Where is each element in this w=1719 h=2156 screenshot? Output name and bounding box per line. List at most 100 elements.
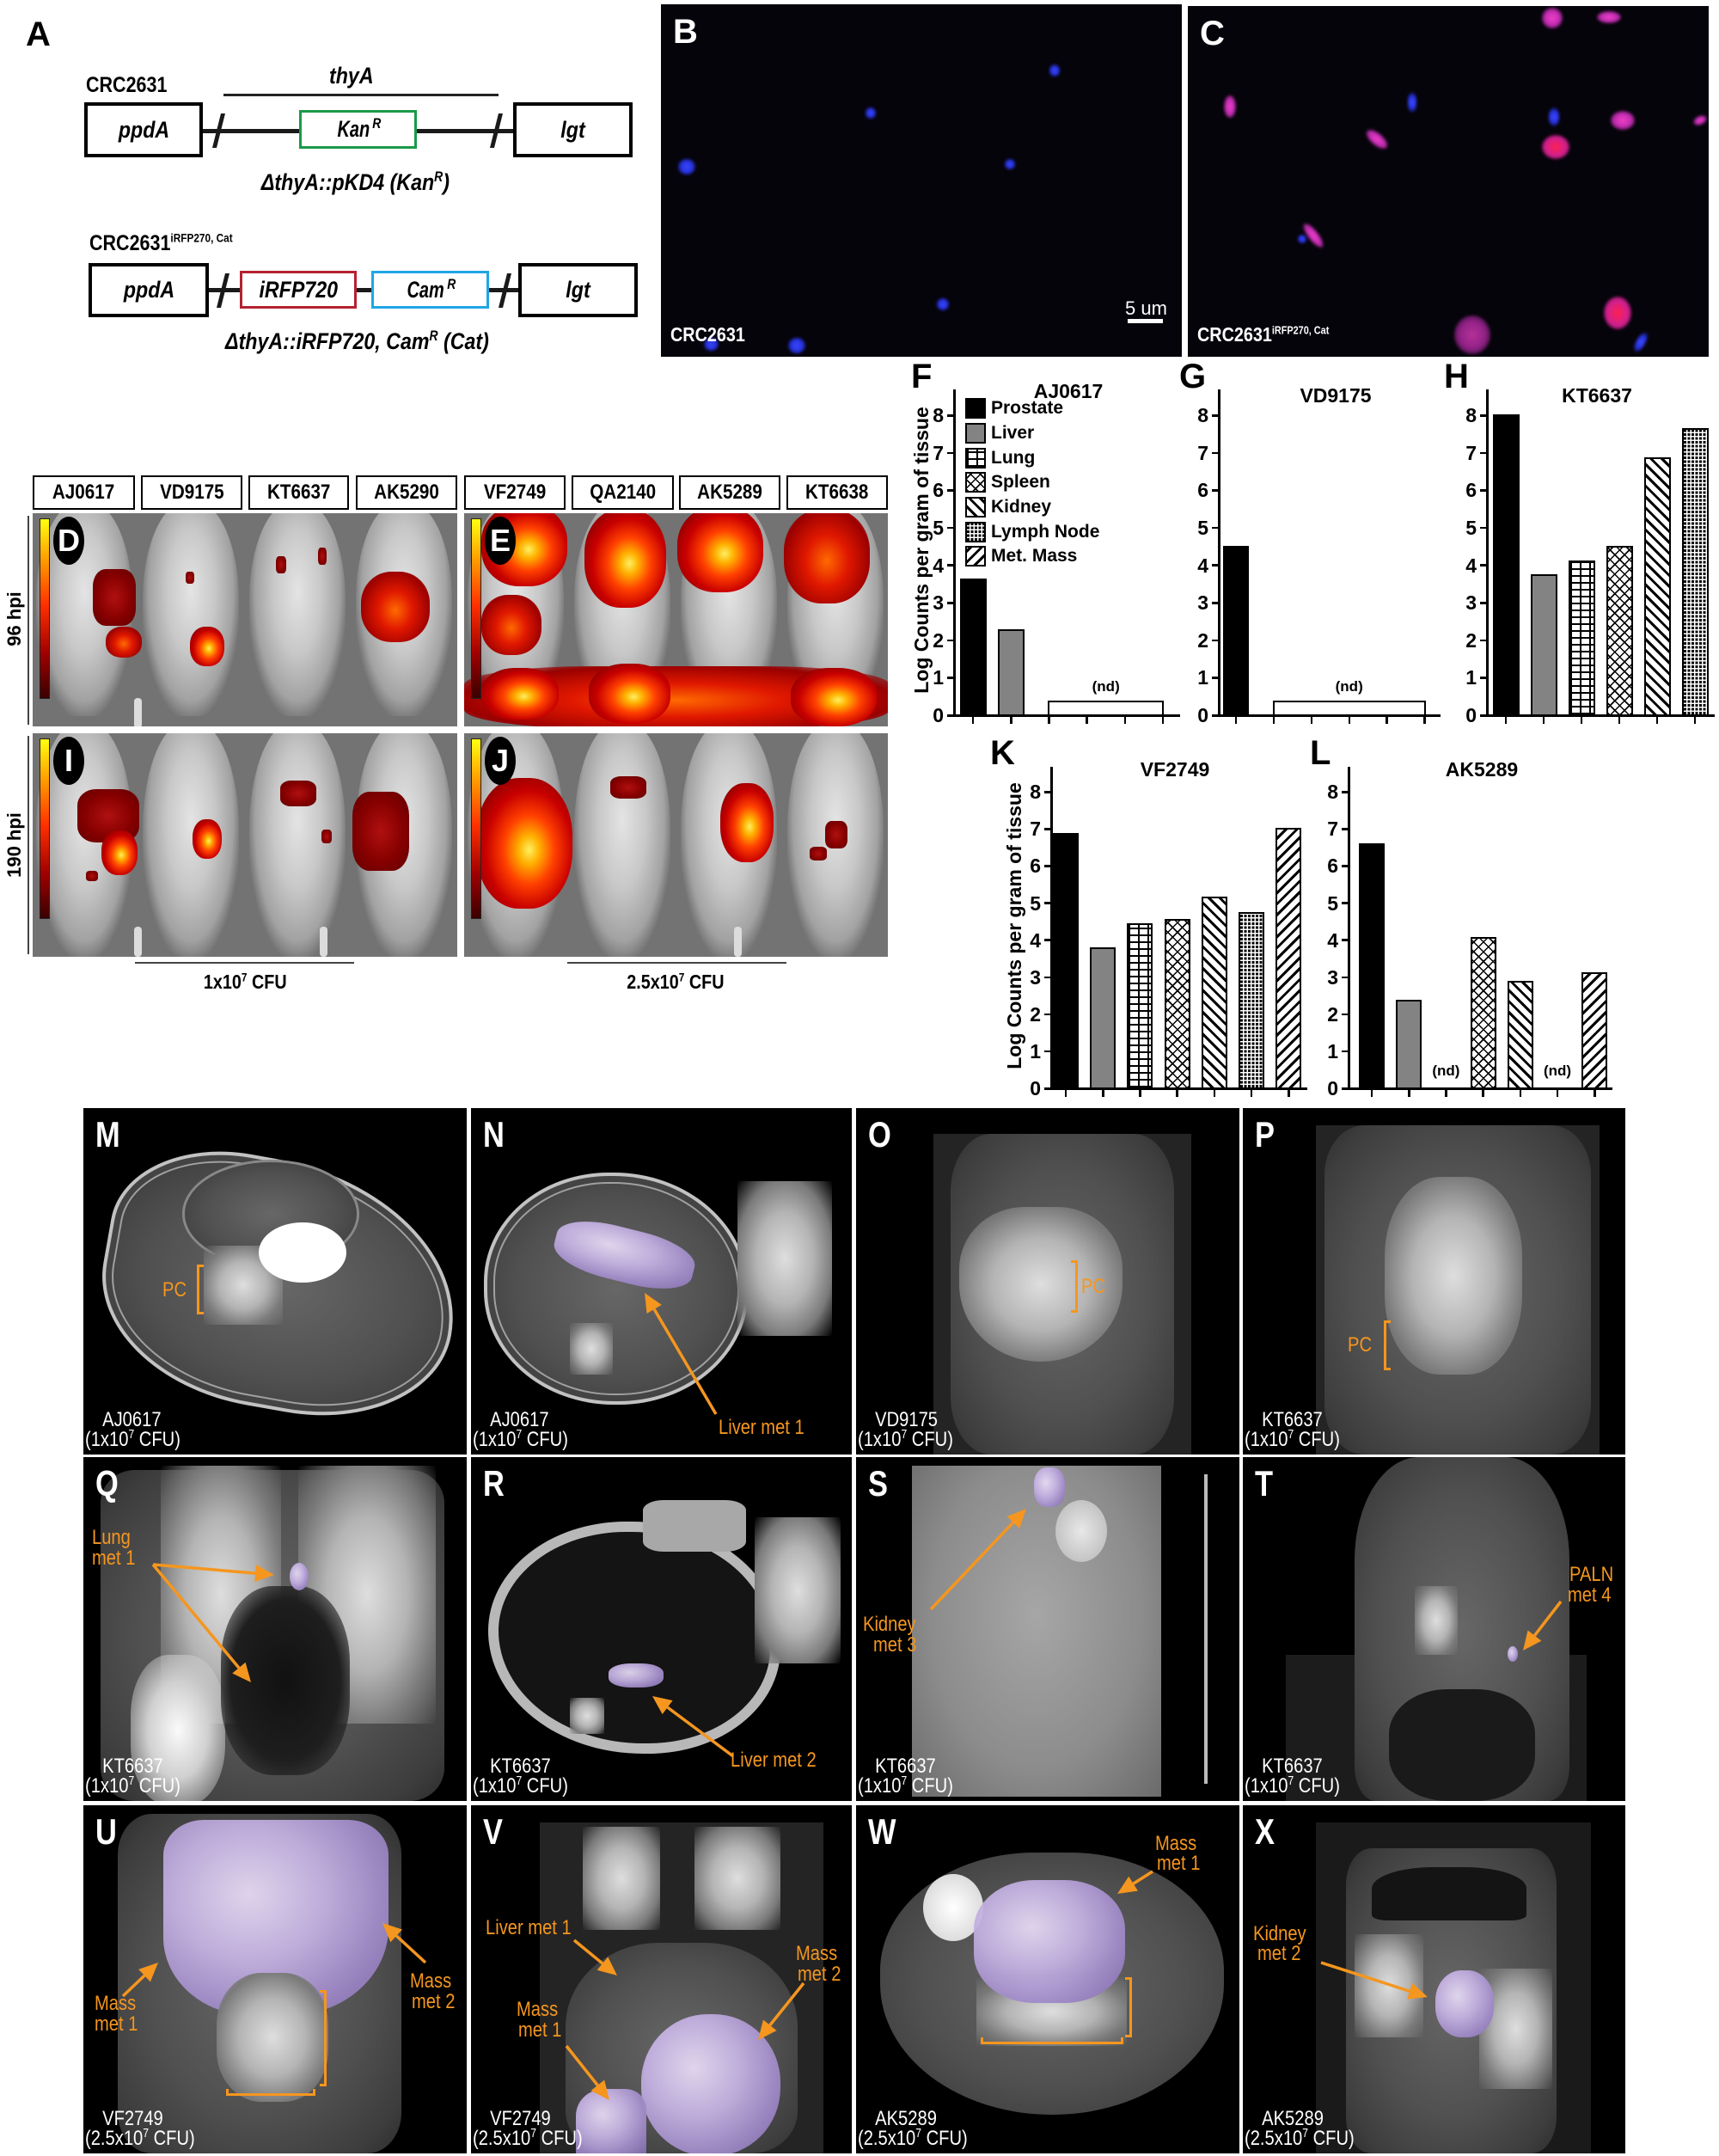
bacterium [1597, 11, 1621, 23]
signal-blob [318, 548, 327, 565]
annotation-label: Kidney [1253, 1922, 1306, 1945]
bacterium [1408, 92, 1416, 113]
chart-title: VD9175 [1300, 384, 1372, 407]
y-tick [1342, 1013, 1349, 1016]
gene-box-lgt: lgt [513, 102, 633, 157]
x-tick [1423, 715, 1426, 724]
mouse-label: QA2140 [572, 475, 674, 510]
annotation-bracket [1125, 1977, 1132, 2037]
y-axis [1485, 389, 1489, 717]
panel-label-j: J [485, 737, 516, 785]
signal-blob [101, 830, 138, 875]
x-tick [1580, 715, 1583, 724]
y-tick-label: 5 [933, 517, 944, 539]
x-tick [1288, 1088, 1290, 1097]
mri-panel-o: PC O VD9175 (1x107 CFU) [856, 1108, 1239, 1455]
strain-caption: CRC2631 [670, 323, 745, 346]
mri-panel-m: PC M AJ0617 (1x107 CFU) [83, 1108, 467, 1455]
y-axis [952, 389, 956, 717]
signal-blob [86, 871, 98, 881]
body-section [912, 1466, 1161, 1797]
bar-lung [1127, 922, 1153, 1089]
scale-bar-label: 5 um [1125, 297, 1167, 319]
bacterium [1691, 113, 1709, 127]
lung-region [583, 1827, 660, 1930]
y-tick [947, 677, 954, 679]
bacterium [1631, 330, 1650, 354]
y-axis [1217, 389, 1220, 717]
signal-blob [791, 668, 877, 726]
annotation-label: PC [1081, 1275, 1106, 1298]
ivis-panel-d: D [33, 513, 457, 726]
signal-blob [280, 781, 316, 806]
bar-kidney [1507, 981, 1533, 1089]
mouse-silhouette [249, 733, 346, 957]
x-axis [947, 714, 1180, 717]
bar-prostate [1492, 414, 1520, 716]
mouse-tail [320, 927, 327, 957]
bar-prostate [959, 578, 987, 716]
mouse-label: KT6638 [786, 475, 888, 510]
bar-lymph-node [1239, 912, 1264, 1089]
genotype-caption: ΔthyA::pKD4 (KanR) [260, 169, 450, 195]
bar-prostate [1223, 545, 1249, 716]
x-tick [1250, 1088, 1253, 1097]
thya-span-line [223, 94, 499, 96]
timepoint-label: 190 hpi [3, 812, 25, 878]
colorbar [471, 738, 481, 919]
x-tick [1386, 715, 1388, 724]
thya-span-label: thyA [312, 64, 398, 88]
bar-liver [1396, 999, 1422, 1089]
panel-label-p: P [1255, 1114, 1275, 1155]
y-tick [947, 451, 954, 455]
y-tick-label: 5 [1327, 891, 1338, 915]
sample-caption: KT6637 (1x107 CFU) [85, 1755, 180, 1798]
bar-spleen [1470, 937, 1496, 1089]
signal-blob [825, 821, 847, 848]
x-tick [1048, 715, 1050, 724]
y-tick [947, 489, 954, 492]
gene-box-camr: Cam R [371, 271, 489, 309]
signal-blob [106, 627, 142, 658]
genotype-caption: ΔthyA::iRFP720, CamR (Cat) [224, 328, 489, 354]
y-tick [1342, 902, 1349, 904]
y-tick-label: 1 [1327, 1039, 1338, 1063]
panel-label-f: F [911, 358, 933, 395]
sample-caption: KT6637 (1x107 CFU) [1245, 1755, 1340, 1798]
panel-label-r: R [483, 1463, 505, 1504]
mri-panel-r: Liver met 2 R KT6637 (1x107 CFU) [471, 1457, 852, 1801]
arrow-icon [645, 1293, 718, 1415]
bacterium [1363, 126, 1391, 153]
y-tick [1212, 451, 1219, 455]
x-tick [1176, 1088, 1178, 1097]
mouse-label: KT6637 [248, 475, 349, 510]
annotation-bracket [1071, 1260, 1078, 1313]
bacterium [1049, 64, 1060, 77]
x-tick [1139, 1088, 1141, 1097]
prostate-region [959, 1207, 1123, 1362]
mouse-silhouette [143, 513, 239, 716]
y-tick-label: 3 [933, 591, 944, 615]
mouse-tail [134, 927, 142, 957]
y-tick-label: 4 [1465, 554, 1477, 577]
annotation-label: met 1 [92, 1547, 136, 1570]
bar-lymph-node [1681, 427, 1709, 716]
y-tick [1212, 639, 1219, 642]
legend-swatch [965, 522, 986, 542]
y-tick [1212, 677, 1219, 679]
legend-swatch [965, 472, 986, 493]
microscopy-panel-c: C CRC2631iRFP270, Cat [1188, 6, 1709, 357]
y-tick [1212, 714, 1219, 717]
shoulder-region [737, 1181, 832, 1336]
panel-label-v: V [483, 1811, 503, 1852]
y-tick-label: 0 [1327, 1077, 1338, 1099]
annotation-label: met 2 [798, 1963, 841, 1986]
panel-label-x: X [1255, 1811, 1275, 1852]
metastasis-overlay [1508, 1646, 1518, 1662]
signal-blob [481, 668, 559, 720]
y-tick-label: 3 [1030, 965, 1041, 989]
chart-title: KT6637 [1562, 384, 1632, 407]
mouse-tail [134, 698, 142, 726]
arrow-icon [565, 1939, 805, 2100]
colorbar [40, 738, 50, 919]
